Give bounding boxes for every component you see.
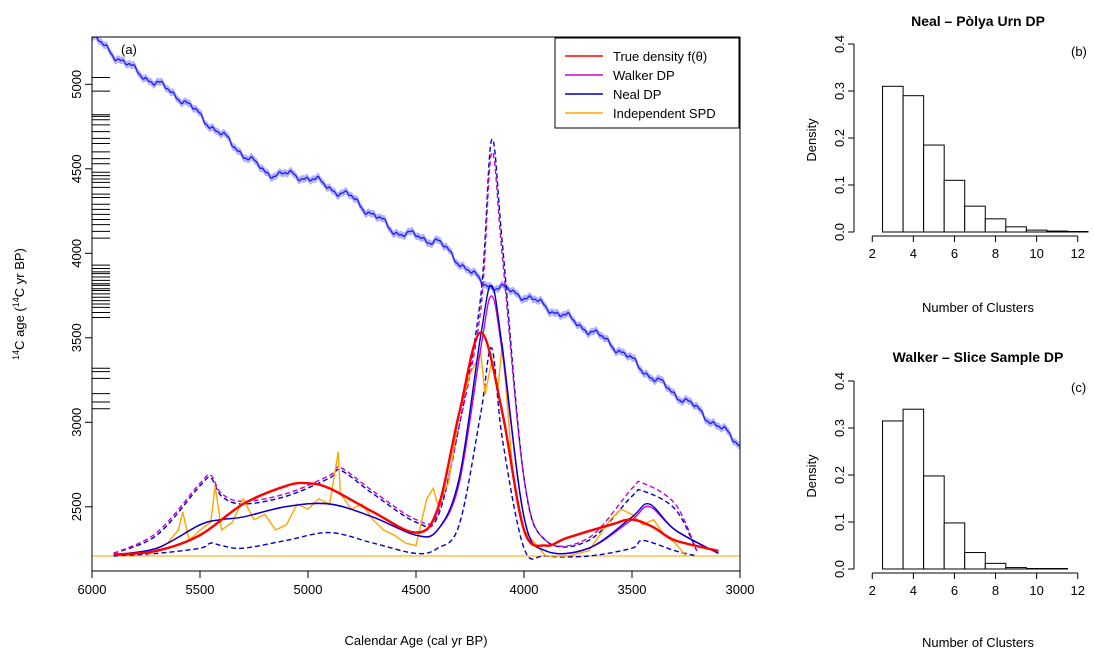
panel-a-legend: True density f(θ) Walker DP Neal DP Indepen… bbox=[554, 37, 740, 129]
x-tick-label: 10 bbox=[1029, 583, 1043, 598]
hist-bar bbox=[964, 552, 986, 570]
panel-c-x-axis-label: Number of Clusters bbox=[922, 635, 1034, 650]
panel-a-x-tick-label: 3500 bbox=[618, 582, 647, 597]
y-tick-label: 0.3 bbox=[832, 419, 847, 437]
hist-bar bbox=[943, 522, 966, 570]
series-true-density-f- bbox=[113, 331, 719, 556]
panel-b-title: Neal – Pòlya Urn DP bbox=[911, 13, 1045, 29]
series-walker-dp bbox=[113, 295, 719, 556]
panel-a-plot-area bbox=[92, 37, 740, 560]
hist-bar bbox=[964, 205, 986, 233]
hist-bar bbox=[1005, 226, 1027, 233]
y-tick-label: 0.3 bbox=[832, 82, 847, 100]
x-tick-label: 2 bbox=[869, 246, 876, 261]
legend-label: Walker DP bbox=[613, 68, 675, 83]
panel-b-x-axis-label: Number of Clusters bbox=[922, 300, 1034, 315]
series-walker-dp-upper bbox=[113, 151, 698, 555]
hist-bar bbox=[984, 562, 1007, 570]
y-tick-label: 0.2 bbox=[832, 129, 847, 147]
hist-bar bbox=[923, 475, 945, 570]
panel-b-axes: 2 4 6 8 10 12 0.0 0.1 0.2 0.3 0.4 bbox=[832, 35, 1085, 261]
panel-a-y-tick-label: 4500 bbox=[69, 154, 84, 183]
panel-a-x-tick-label: 4500 bbox=[402, 582, 431, 597]
y-tick-label: 0.4 bbox=[832, 35, 847, 53]
calibration-curve-line bbox=[92, 37, 740, 447]
panel-c-label: (c) bbox=[1071, 380, 1086, 395]
panel-b: Neal – Pòlya Urn DP (b) 2 4 6 8 10 12 0.0 0.1 0.… bbox=[804, 13, 1089, 315]
y-tick-label: 0.0 bbox=[832, 223, 847, 241]
hist-bar bbox=[902, 408, 925, 570]
series-independent-spd bbox=[145, 342, 687, 557]
panel-a-x-tick-label: 5500 bbox=[186, 582, 215, 597]
x-tick-label: 8 bbox=[992, 583, 999, 598]
x-tick-label: 4 bbox=[910, 583, 917, 598]
hist-bar bbox=[882, 420, 904, 570]
hist-bar bbox=[923, 144, 945, 233]
panel-c: Walker – Slice Sample DP (c) 2 4 6 8 10 12 0.0… bbox=[804, 349, 1086, 650]
panel-b-label: (b) bbox=[1071, 44, 1087, 59]
hist-bar bbox=[1046, 230, 1068, 233]
series-neal-dp bbox=[113, 284, 719, 556]
y-tick-label: 0.4 bbox=[832, 372, 847, 390]
panel-a-x-tick-label: 6000 bbox=[78, 582, 107, 597]
panel-a-x-tick-label: 5000 bbox=[294, 582, 323, 597]
series-neal-dp-lower bbox=[113, 347, 697, 560]
legend-label: Neal DP bbox=[613, 87, 661, 102]
hist-bar bbox=[1025, 229, 1048, 233]
panel-a-y-ticks: 2500 3000 3500 4000 4500 5000 bbox=[69, 70, 92, 521]
hist-bar bbox=[984, 218, 1007, 233]
panel-a-x-tick-label: 3000 bbox=[726, 582, 755, 597]
x-tick-label: 4 bbox=[910, 246, 917, 261]
calibration-curve-band bbox=[92, 37, 740, 450]
panel-c-title: Walker – Slice Sample DP bbox=[893, 349, 1064, 365]
panel-b-y-axis-label: Density bbox=[804, 118, 819, 162]
hist-bar bbox=[882, 85, 904, 233]
legend-label: True density f(θ) bbox=[613, 49, 707, 64]
panel-c-y-axis-label: Density bbox=[804, 454, 819, 498]
x-tick-label: 12 bbox=[1070, 246, 1084, 261]
panel-a-y-tick-label: 4000 bbox=[69, 239, 84, 268]
y-tick-label: 0.0 bbox=[832, 560, 847, 578]
x-tick-label: 6 bbox=[951, 583, 958, 598]
panel-a-x-tick-label: 4000 bbox=[510, 582, 539, 597]
x-tick-label: 2 bbox=[869, 583, 876, 598]
x-tick-label: 8 bbox=[992, 246, 999, 261]
panel-a-y-tick-label: 5000 bbox=[69, 70, 84, 99]
y-tick-label: 0.1 bbox=[832, 176, 847, 194]
x-tick-label: 12 bbox=[1070, 583, 1084, 598]
panel-a-series bbox=[92, 37, 740, 560]
hist-bar bbox=[943, 179, 966, 233]
x-tick-label: 6 bbox=[951, 246, 958, 261]
panel-a-y-tick-label: 3000 bbox=[69, 408, 84, 437]
panel-b-bars bbox=[882, 85, 1089, 233]
panel-a-y-tick-label: 2500 bbox=[69, 492, 84, 521]
hist-bar bbox=[902, 95, 925, 233]
panel-c-axes: 2 4 6 8 10 12 0.0 0.1 0.2 0.3 0.4 bbox=[832, 372, 1085, 598]
x-tick-label: 10 bbox=[1029, 246, 1043, 261]
panel-a-x-ticks: 6000 5500 5000 4500 4000 3500 3000 bbox=[78, 571, 755, 597]
hist-bar bbox=[1005, 567, 1027, 570]
legend-label: Independent SPD bbox=[613, 106, 716, 121]
series-neal-dp-upper bbox=[113, 138, 698, 555]
y-tick-label: 0.2 bbox=[832, 466, 847, 484]
panel-c-bars bbox=[882, 408, 1068, 570]
panel-a-x-axis-label: Calendar Age (cal yr BP) bbox=[344, 633, 487, 648]
y-tick-label: 0.1 bbox=[832, 513, 847, 531]
panel-a-label: (a) bbox=[121, 42, 137, 57]
panel-a-y-axis-label: 14C age (14C yr BP) bbox=[11, 248, 27, 360]
panel-a-y-tick-label: 3500 bbox=[69, 323, 84, 352]
panel-a: (a) 6000 5500 5000 4500 4000 3500 3000 2500 300… bbox=[11, 36, 755, 648]
